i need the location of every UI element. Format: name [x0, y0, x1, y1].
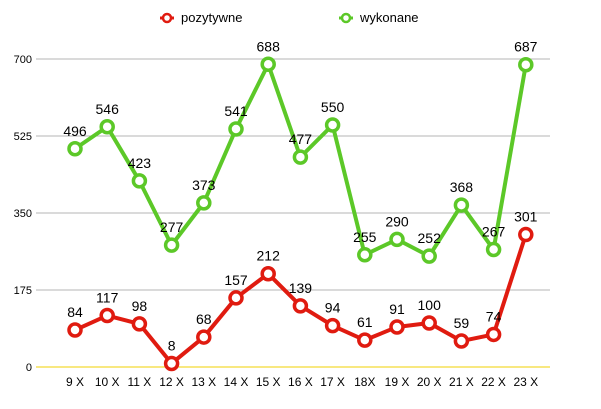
data-label-pozytywne: 212	[257, 248, 281, 264]
data-point-pozytywne	[357, 332, 373, 348]
legend-label-pozytywne: pozytywne	[181, 10, 242, 25]
data-point-wykonane	[163, 237, 180, 253]
x-tick-label: 9 X	[66, 375, 84, 389]
legend-marker-wykonane	[340, 12, 352, 24]
data-point-pozytywne	[292, 298, 309, 314]
data-label-wykonane: 252	[418, 230, 442, 246]
data-point-pozytywne	[421, 315, 437, 331]
data-label-pozytywne: 91	[389, 301, 405, 317]
data-point-wykonane	[453, 197, 470, 213]
axis-layer: 0 175 350 525 700 9 X 10 X 11 X 12 X 13 X 14 X 15 X…	[14, 54, 550, 389]
data-point-wykonane	[292, 149, 309, 165]
grid-layer	[36, 58, 550, 291]
data-label-wykonane: 688	[257, 38, 281, 54]
x-tick-label: 12 X	[159, 375, 184, 389]
data-label-pozytywne: 157	[224, 272, 248, 288]
x-tick-label: 14 X	[224, 375, 249, 389]
series-layer	[67, 56, 534, 372]
data-label-wykonane: 541	[224, 103, 248, 119]
data-label-wykonane: 255	[353, 229, 377, 245]
data-point-wykonane	[485, 241, 502, 258]
data-label-wykonane: 546	[96, 101, 120, 117]
data-point-pozytywne	[485, 326, 502, 343]
data-label-wykonane: 373	[192, 177, 216, 193]
data-label-pozytywne: 59	[454, 315, 470, 331]
data-label-pozytywne: 301	[514, 209, 538, 225]
data-label-pozytywne: 117	[96, 290, 119, 306]
x-tick-label: 10 X	[95, 375, 120, 389]
data-label-wykonane: 496	[63, 123, 87, 139]
data-label-pozytywne: 68	[196, 311, 212, 327]
x-tick-label: 19 X	[385, 375, 410, 389]
data-point-pozytywne	[324, 317, 341, 334]
data-point-wykonane	[324, 117, 341, 133]
data-point-pozytywne	[518, 226, 534, 243]
data-label-wykonane: 550	[321, 99, 345, 115]
x-tick-label: 20 X	[417, 375, 442, 389]
label-layer: 84 117 98 8 68 157 212 139 94 61 91 100 59 74 301 496 54…	[63, 38, 537, 353]
data-label-pozytywne: 100	[418, 297, 442, 313]
data-point-wykonane	[421, 248, 437, 264]
x-tick-label: 15 X	[256, 375, 281, 389]
y-tick-label: 525	[14, 131, 32, 143]
x-tick-label: 11 X	[128, 375, 152, 389]
y-tick-label: 350	[14, 208, 32, 220]
data-label-wykonane: 368	[450, 179, 474, 195]
data-label-wykonane: 423	[128, 155, 152, 171]
x-tick-label: 22 X	[481, 375, 506, 389]
data-label-wykonane: 277	[160, 219, 184, 235]
data-point-wykonane	[518, 56, 534, 73]
data-point-pozytywne	[163, 355, 180, 372]
data-label-pozytywne: 84	[67, 304, 83, 320]
y-tick-label: 700	[14, 54, 32, 66]
data-point-wykonane	[196, 195, 212, 211]
legend: pozytywne wykonane	[160, 10, 419, 25]
data-label-pozytywne: 139	[289, 280, 313, 296]
data-point-wykonane	[131, 173, 148, 189]
data-point-pozytywne	[453, 333, 470, 349]
data-point-wykonane	[357, 247, 373, 263]
data-point-pozytywne	[389, 319, 405, 335]
data-point-pozytywne	[228, 290, 244, 306]
data-label-pozytywne: 94	[325, 300, 341, 316]
data-point-pozytywne	[131, 316, 148, 332]
x-tick-label: 23 X	[513, 375, 538, 389]
x-tick-label: 18X	[354, 375, 375, 389]
data-point-pozytywne	[99, 307, 115, 324]
data-label-pozytywne: 74	[486, 308, 502, 324]
data-point-pozytywne	[196, 329, 212, 345]
data-point-wykonane	[99, 119, 115, 135]
data-point-wykonane	[67, 141, 83, 157]
x-tick-label: 17 X	[320, 375, 345, 389]
legend-marker-pozytywne	[161, 12, 173, 24]
data-label-wykonane: 477	[289, 131, 313, 147]
x-tick-label: 21 X	[449, 375, 474, 389]
data-label-pozytywne: 8	[168, 337, 176, 353]
y-tick-label: 175	[14, 285, 32, 297]
x-tick-label: 13 X	[191, 375, 216, 389]
data-label-wykonane: 290	[385, 213, 409, 229]
data-label-pozytywne: 61	[357, 314, 373, 330]
data-point-wykonane	[389, 231, 405, 248]
legend-label-wykonane: wykonane	[359, 10, 419, 25]
data-label-wykonane: 267	[482, 224, 506, 240]
data-point-pozytywne	[260, 265, 276, 282]
data-label-wykonane: 687	[514, 39, 538, 55]
data-label-pozytywne: 98	[132, 298, 148, 314]
y-tick-label: 0	[26, 362, 32, 374]
data-point-wykonane	[228, 121, 244, 137]
x-tick-label: 16 X	[288, 375, 313, 389]
data-point-wykonane	[260, 56, 276, 73]
data-point-pozytywne	[67, 322, 83, 338]
